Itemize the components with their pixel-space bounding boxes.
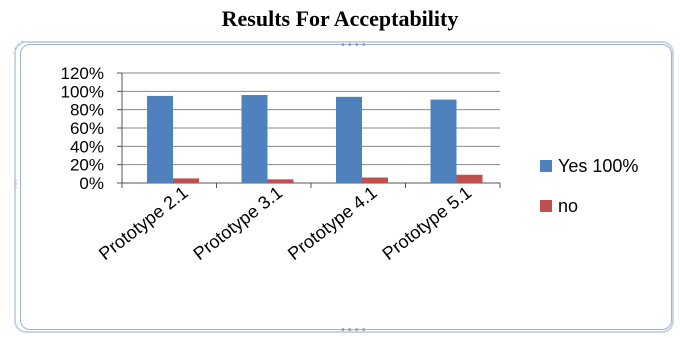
legend-swatch (540, 160, 552, 172)
legend-swatch (540, 200, 552, 212)
y-tick-label: 60% (70, 119, 104, 138)
y-tick-label: 120% (61, 64, 104, 83)
top-left-corner-handle[interactable]: ⋰ (14, 40, 25, 51)
top-resize-handle[interactable]: •••• (340, 40, 368, 51)
chart-title: Results For Acceptability (221, 6, 459, 31)
chart-frame[interactable] (14, 41, 674, 333)
legend-label: no (558, 196, 578, 216)
category-label: Prototype 4.1 (284, 182, 381, 264)
y-tick-label: 80% (70, 101, 104, 120)
y-tick-label: 40% (70, 137, 104, 156)
legend-label: Yes 100% (558, 156, 638, 176)
category-label: Prototype 3.1 (190, 182, 287, 264)
chart-plot-border (20, 44, 672, 330)
bar-yes (336, 96, 362, 183)
y-tick-label: 20% (70, 156, 104, 175)
bar-yes (241, 95, 268, 183)
bar-no (267, 179, 294, 183)
bar-no (456, 174, 483, 183)
category-label: Prototype 5.1 (379, 182, 476, 264)
y-tick-label: 0% (79, 174, 104, 193)
bar-no (362, 177, 388, 183)
category-label: Prototype 2.1 (95, 182, 192, 264)
y-tick-label: 100% (61, 82, 104, 101)
bottom-resize-handle[interactable]: •••• (340, 325, 368, 336)
bar-yes (147, 95, 173, 183)
bar-no (173, 178, 199, 183)
bar-yes (430, 99, 457, 183)
